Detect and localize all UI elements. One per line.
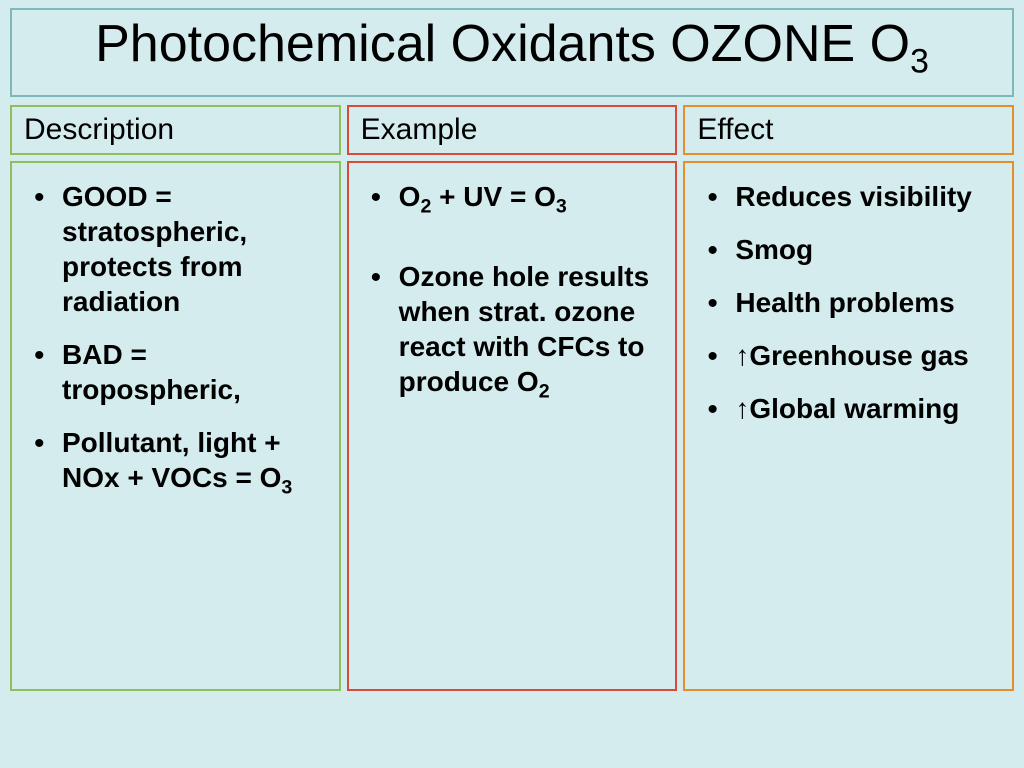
header-effect: Effect [683, 105, 1014, 155]
title-box: Photochemical Oxidants OZONE O3 [10, 8, 1014, 97]
list-effect: Reduces visibility Smog Health problems ↑Gr… [695, 179, 998, 426]
body-effect: Reduces visibility Smog Health problems ↑Gr… [683, 161, 1014, 691]
list-item: GOOD = stratospheric, protects from radi… [62, 179, 325, 319]
list-description: GOOD = stratospheric, protects from radi… [22, 179, 325, 500]
list-item: Smog [735, 232, 998, 267]
body-description: GOOD = stratospheric, protects from radi… [10, 161, 341, 691]
list-item: Pollutant, light + NOx + VOCs = O3 [62, 425, 325, 500]
body-example: O2 + UV = O3 Ozone hole results when stra… [347, 161, 678, 691]
col-example: Example O2 + UV = O3 Ozone hole results w… [347, 105, 678, 691]
list-example: O2 + UV = O3 Ozone hole results when stra… [359, 179, 662, 404]
list-item: Ozone hole results when strat. ozone rea… [399, 259, 662, 404]
list-item: ↑Greenhouse gas [735, 338, 998, 373]
col-description: Description GOOD = stratospheric, protec… [10, 105, 341, 691]
list-item: Reduces visibility [735, 179, 998, 214]
col-effect: Effect Reduces visibility Smog Health prob… [683, 105, 1014, 691]
list-item: O2 + UV = O3 [399, 179, 662, 219]
list-item: BAD = tropospheric, [62, 337, 325, 407]
list-item: ↑Global warming [735, 391, 998, 426]
header-description: Description [10, 105, 341, 155]
slide-title: Photochemical Oxidants OZONE O3 [22, 16, 1002, 81]
columns-container: Description GOOD = stratospheric, protec… [10, 105, 1014, 691]
header-example: Example [347, 105, 678, 155]
list-item: Health problems [735, 285, 998, 320]
